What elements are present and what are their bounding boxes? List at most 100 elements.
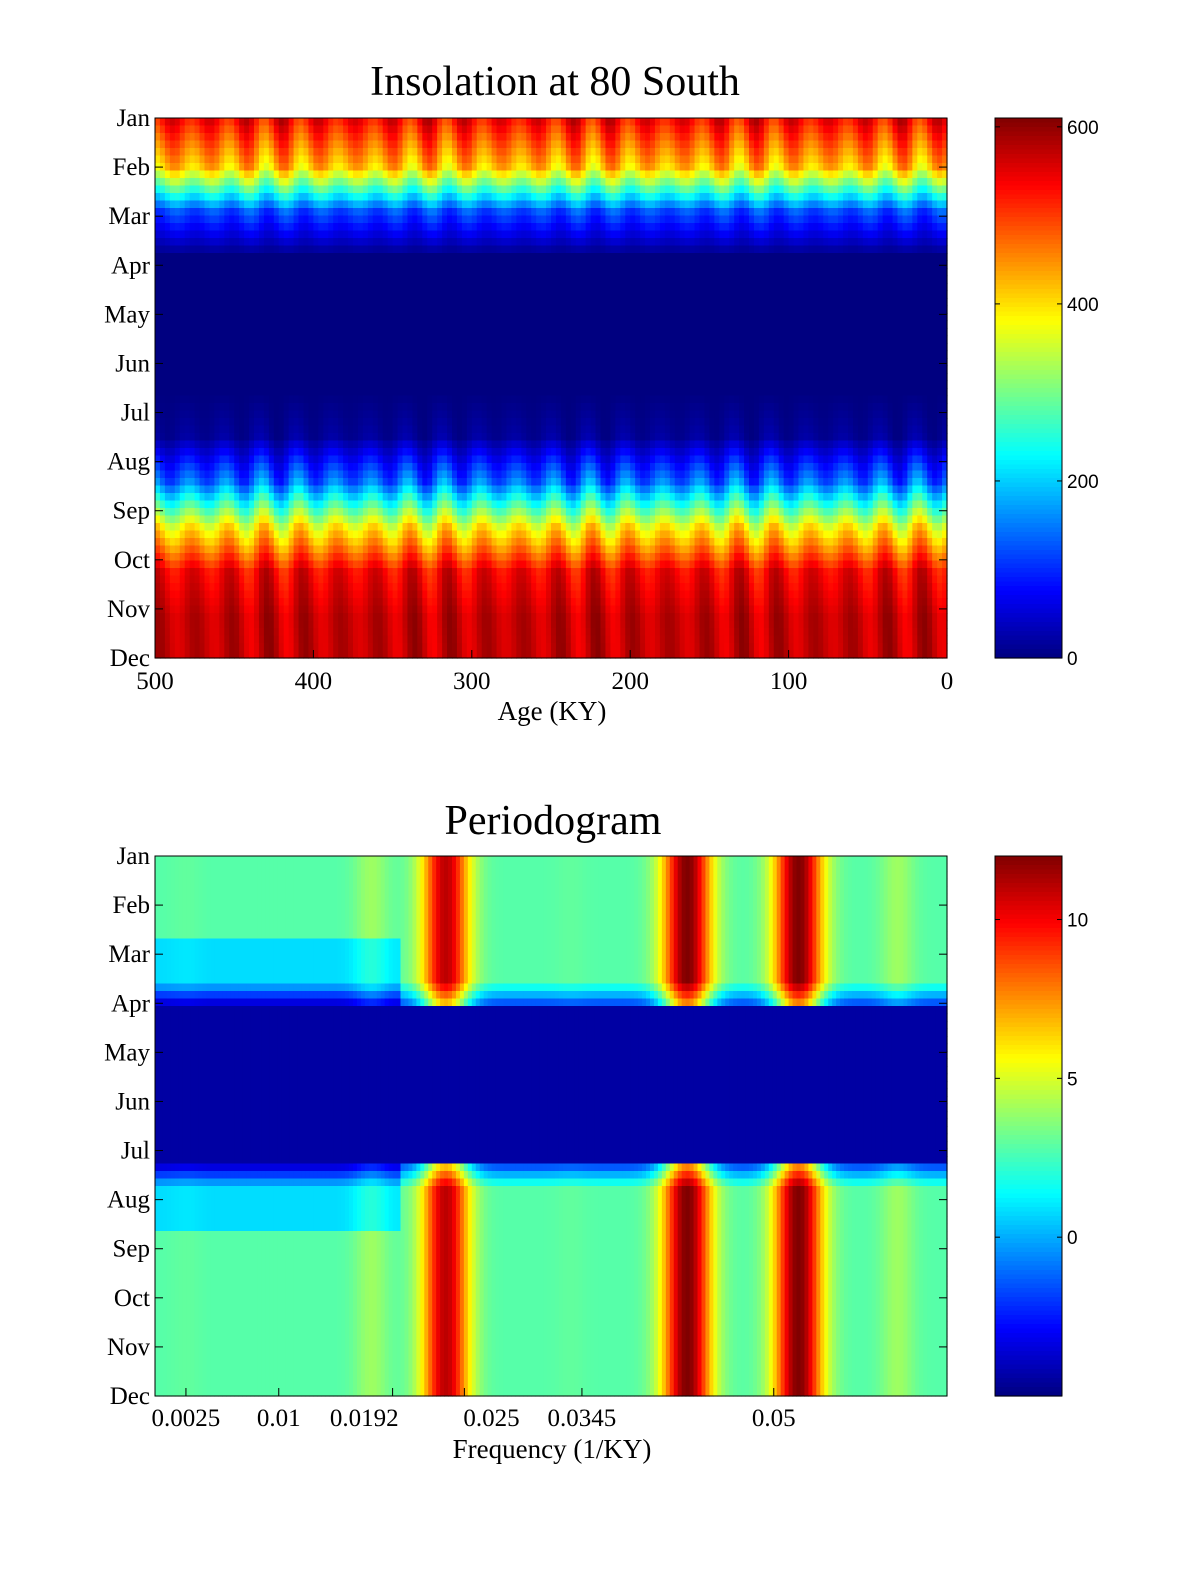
heat-cell [778,140,785,149]
heat-cell [932,208,938,217]
heat-cell [427,208,433,217]
heat-cell [313,118,319,127]
heat-cell [496,343,503,352]
heat-cell [506,208,512,217]
heat-cell [590,230,597,239]
heat-cell [773,118,780,127]
heat-cell [595,193,602,202]
heat-cell [783,238,790,247]
heat-cell [164,200,171,209]
heat-cell [674,170,681,179]
heat-cell [942,328,948,337]
heat-cell [367,283,374,292]
heat-cell [768,215,775,224]
heat-cell [392,283,399,292]
heat-cell [808,343,814,352]
heat-cell [219,298,225,307]
heat-cell [892,185,899,194]
heat-cell [526,170,532,179]
heat-cell [912,133,918,142]
heat-cell [917,305,923,314]
heat-cell [927,223,933,232]
heat-cell [659,275,666,284]
heat-cell [877,118,884,127]
heat-cell [654,328,661,337]
heat-cell [377,290,384,299]
heat-cell [239,215,245,224]
heat-cell [412,215,418,224]
heat-cell [224,163,230,172]
heat-cell [659,238,666,247]
heat-cell [565,290,572,299]
heat-cell [164,178,171,187]
heat-cell [179,245,186,254]
heat-cell [778,193,785,202]
heat-cell [254,253,260,262]
heat-cell [204,133,211,142]
heat-cell [867,155,874,164]
heat-cell [585,298,592,307]
heat-cell [362,133,369,142]
heat-cell [164,230,171,239]
heat-cell [353,313,359,322]
heat-cell [427,170,433,179]
heat-cell [239,200,245,209]
heat-cell [823,170,829,179]
heat-cell [694,260,701,269]
heat-cell [219,305,225,314]
heat-cell [922,133,928,142]
heat-cell [932,283,938,292]
heat-cell [610,290,616,299]
heat-cell [456,208,463,217]
heat-cell [442,320,448,329]
heat-cell [600,185,607,194]
heat-cell [179,268,186,277]
heat-cell [852,253,859,262]
heat-cell [348,170,354,179]
heat-cell [877,185,884,194]
heat-cell [303,328,310,337]
heat-cell [362,245,369,254]
heat-cell [501,185,508,194]
heat-cell [164,253,171,262]
heat-cell [877,343,884,352]
heat-cell [798,215,805,224]
heat-cell [833,200,839,209]
heat-cell [645,193,651,202]
heat-cell [773,208,780,217]
heat-cell [357,163,364,172]
heat-cell [862,253,869,262]
heat-cell [155,313,161,322]
heat-cell [254,133,260,142]
heat-cell [937,125,943,134]
heat-cell [541,208,547,217]
heat-cell [610,185,616,194]
heat-cell [942,200,948,209]
heat-cell [843,125,849,134]
heat-cell [729,298,735,307]
heat-cell [758,223,765,232]
heat-cell [407,140,413,149]
heat-cell [214,290,220,299]
heat-cell [357,298,364,307]
heat-cell [323,200,329,209]
heat-cell [917,328,923,337]
heat-cell [461,170,468,179]
heat-cell [382,253,389,262]
heat-cell [669,275,676,284]
heat-cell [447,193,453,202]
heat-cell [268,200,275,209]
heat-cell [486,230,493,239]
heat-cell [333,133,339,142]
heat-cell [348,260,354,269]
heat-cell [239,350,245,359]
heat-cell [174,283,181,292]
heat-cell [308,328,314,337]
heat-cell [516,208,522,217]
heat-cell [323,133,329,142]
heat-cell [427,275,433,284]
heat-cell [407,343,413,352]
heat-cell [249,290,255,299]
heat-cell [506,298,512,307]
heat-cell [353,133,359,142]
